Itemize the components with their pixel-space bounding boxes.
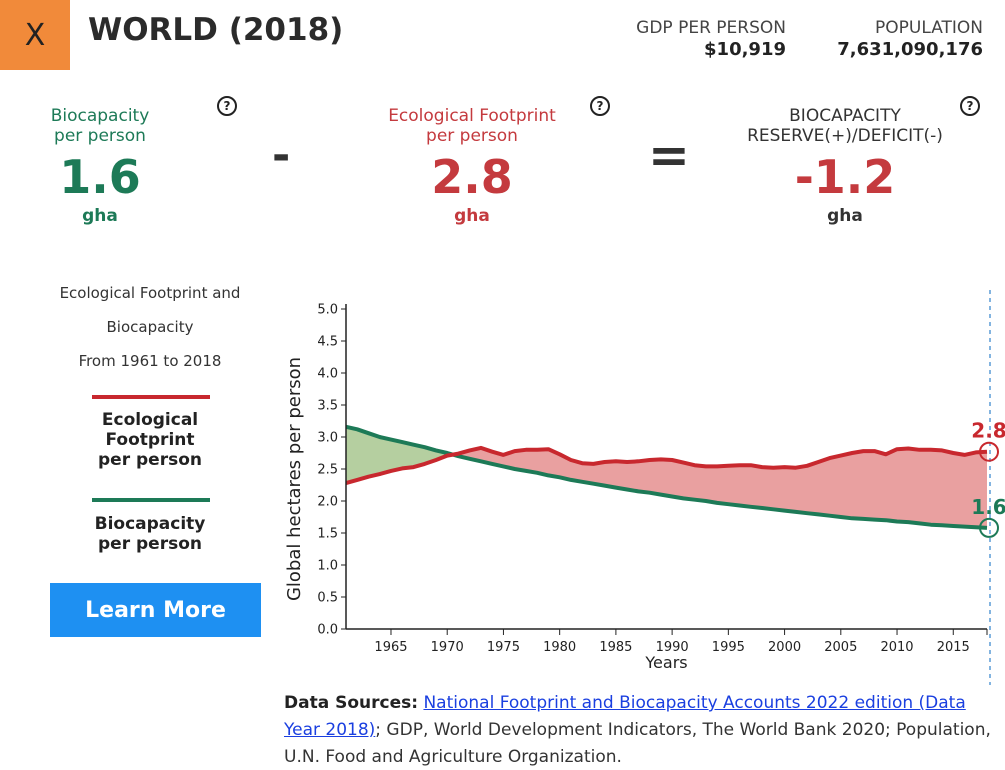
- reserve-value: -1.2: [794, 150, 896, 204]
- nfba-link[interactable]: National Footprint and Biocapacity Accou…: [284, 693, 966, 740]
- minus-operator: -: [272, 130, 291, 181]
- reserve-label-line2: RESERVE(+)/DEFICIT(-): [747, 126, 943, 146]
- data-sources-prefix: Data Sources:: [284, 693, 419, 713]
- data-sources-rest: ; GDP, World Development Indicators, The…: [284, 720, 991, 767]
- close-button[interactable]: X: [0, 0, 70, 70]
- legend-footprint-line2: Footprint: [105, 430, 195, 450]
- x-tick-label-9: 2010: [880, 640, 913, 655]
- population-value: 7,631,090,176: [837, 39, 983, 60]
- biocapacity-end-marker: [979, 517, 999, 538]
- reserve-unit: gha: [827, 206, 863, 226]
- x-tick-label-8: 2005: [824, 640, 857, 655]
- y-axis-title: Global hectares per person: [284, 357, 305, 601]
- x-tick-label-3: 1980: [543, 640, 576, 655]
- equals-operator: =: [648, 126, 690, 184]
- learn-more-button[interactable]: Learn More: [50, 583, 261, 637]
- data-sources: Data Sources: National Footprint and Bio…: [284, 690, 999, 770]
- y-tick-label-4: 2.0: [317, 495, 338, 510]
- y-tick-label-5: 2.5: [317, 463, 338, 478]
- y-tick-label-3: 1.5: [317, 527, 338, 542]
- reserve-metric: BIOCAPACITY RESERVE(+)/DEFICIT(-) -1.2 g…: [735, 106, 955, 226]
- chart-caption-line1: Ecological Footprint and: [59, 284, 241, 302]
- x-tick-label-10: 2015: [937, 640, 970, 655]
- population-label: POPULATION: [875, 18, 983, 38]
- chart-caption: Ecological Footprint and Biocapacity Fro…: [40, 276, 260, 378]
- gdp-label: GDP PER PERSON: [636, 18, 786, 38]
- footprint-end-marker: [979, 441, 999, 462]
- reserve-label-line1: BIOCAPACITY: [789, 106, 901, 126]
- legend-footprint-label: Ecological Footprint per person: [60, 410, 240, 470]
- legend-biocapacity-label: Biocapacity per person: [60, 514, 240, 554]
- biocapacity-label-line1: Biocapacity: [50, 106, 150, 126]
- x-tick-label-5: 1990: [656, 640, 689, 655]
- y-tick-label-7: 3.5: [317, 399, 338, 414]
- y-tick-label-6: 3.0: [317, 431, 338, 446]
- legend-footprint-line1: Ecological: [101, 410, 199, 430]
- y-tick-label-0: 0.0: [317, 623, 338, 638]
- biocapacity-value: 1.6: [59, 150, 141, 204]
- deficit-area-1: [452, 447, 987, 528]
- y-tick-label-8: 4.0: [317, 367, 338, 382]
- footprint-line: [345, 445, 988, 486]
- gdp-value: $10,919: [704, 39, 786, 60]
- x-tick-label-0: 1965: [374, 640, 407, 655]
- footprint-value: 2.8: [431, 150, 513, 204]
- chart-caption-line2: Biocapacity: [106, 318, 194, 336]
- biocapacity-help-icon[interactable]: ?: [217, 96, 237, 116]
- gdp-stat: GDP PER PERSON $10,919: [636, 18, 786, 60]
- legend-biocapacity-line1: Biocapacity: [94, 514, 206, 534]
- footprint-biocapacity-chart: 0.0 0.5 1.0 1.5 2.0 2.5 3.0 3.5 4.0 4.5 5.0 1965 197…: [284, 290, 1005, 685]
- footprint-unit: gha: [454, 206, 490, 226]
- footprint-help-icon[interactable]: ?: [590, 96, 610, 116]
- x-axis-title: Years: [644, 653, 687, 672]
- y-tick-label-1: 0.5: [317, 591, 338, 606]
- reserve-help-icon[interactable]: ?: [960, 96, 980, 116]
- legend-biocapacity-swatch: [92, 498, 210, 502]
- biocapacity-metric: Biocapacity per person 1.6 gha: [40, 106, 160, 226]
- y-tick-label-9: 4.5: [317, 335, 338, 350]
- x-tick-label-4: 1985: [599, 640, 632, 655]
- x-tick-label-6: 1995: [712, 640, 745, 655]
- y-tick-label-2: 1.0: [317, 559, 338, 574]
- footprint-metric: Ecological Footprint per person 2.8 gha: [372, 106, 572, 226]
- y-tick-label-10: 5.0: [317, 303, 338, 318]
- page-title: WORLD (2018): [88, 12, 344, 48]
- population-stat: POPULATION 7,631,090,176: [837, 18, 983, 60]
- x-tick-label-7: 2000: [768, 640, 801, 655]
- biocapacity-end-label: 1.6: [971, 495, 1005, 519]
- reserve-area-0: [346, 426, 453, 484]
- legend-footprint-swatch: [92, 395, 210, 399]
- x-tick-label-2: 1975: [487, 640, 520, 655]
- chart-caption-line3: From 1961 to 2018: [78, 352, 222, 370]
- biocapacity-unit: gha: [82, 206, 118, 226]
- footprint-label-line2: per person: [426, 126, 518, 146]
- legend-biocapacity-line2: per person: [98, 534, 202, 554]
- biocapacity-label-line2: per person: [54, 126, 146, 146]
- x-tick-label-1: 1970: [431, 640, 464, 655]
- footprint-label-line1: Ecological Footprint: [388, 106, 556, 126]
- footprint-end-label: 2.8: [971, 419, 1005, 443]
- legend-footprint-line3: per person: [98, 450, 202, 470]
